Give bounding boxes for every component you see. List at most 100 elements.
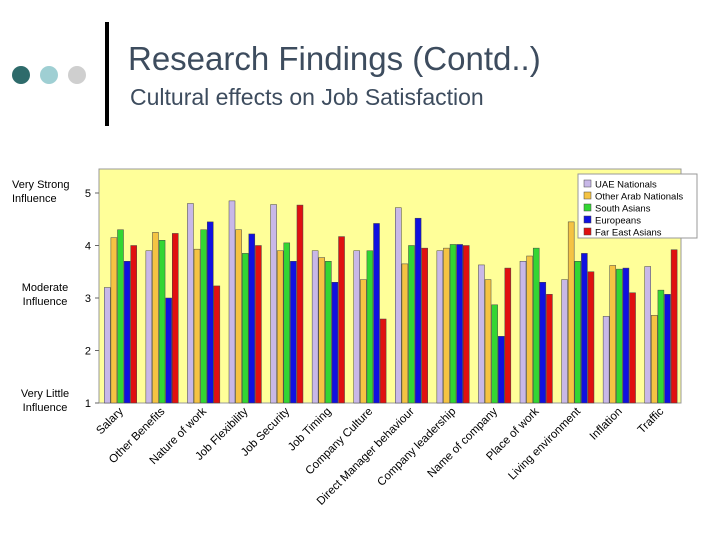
bar	[561, 279, 568, 404]
label-moderate-line1: Moderate	[21, 282, 69, 294]
bar	[379, 318, 387, 404]
bar	[200, 229, 207, 404]
bar	[436, 250, 444, 404]
dot-grey	[68, 66, 86, 84]
bar	[158, 240, 166, 404]
bar	[664, 294, 671, 404]
y-tick-label: 4	[85, 241, 91, 253]
bar	[670, 249, 678, 404]
bar	[651, 315, 658, 404]
bar	[165, 297, 172, 404]
dot-light-teal	[40, 66, 58, 84]
bar	[408, 245, 415, 404]
legend-swatch	[583, 191, 592, 200]
bar	[539, 282, 547, 404]
bar	[401, 263, 409, 404]
bar	[123, 261, 131, 404]
bar	[414, 217, 422, 404]
bar	[130, 245, 137, 404]
label-very-strong-line1: Very Strong	[12, 179, 70, 191]
legend-swatch	[583, 179, 592, 188]
bar	[360, 279, 367, 404]
bar	[331, 282, 339, 404]
bar	[657, 289, 665, 404]
bar	[456, 244, 463, 404]
bar	[276, 250, 284, 404]
bar	[283, 242, 291, 404]
bar	[622, 267, 630, 404]
bar	[484, 279, 492, 404]
bar	[255, 245, 262, 404]
bar	[193, 248, 201, 404]
label-very-strong-line2: Influence	[12, 193, 57, 205]
bar	[373, 223, 380, 404]
legend-label: Far East Asians	[595, 228, 662, 239]
bar	[629, 292, 636, 404]
bar	[353, 250, 360, 404]
bar	[567, 221, 575, 404]
bar	[248, 233, 256, 404]
slide-title: Research Findings (Contd..)	[128, 40, 541, 77]
y-tick-label: 1	[85, 398, 91, 410]
bar	[145, 250, 153, 404]
x-tick-label: Company leadership	[375, 406, 458, 489]
legend-label: Other Arab Nationals	[595, 192, 683, 203]
legend-label: South Asians	[595, 204, 651, 215]
bar	[296, 204, 304, 404]
bar	[449, 244, 457, 404]
label-very-little-influence: Very Little Influence	[14, 387, 76, 415]
dot-dark-teal	[12, 66, 30, 84]
bar	[546, 294, 553, 404]
bar	[235, 229, 242, 404]
bar	[463, 245, 470, 404]
label-very-little-line2: Influence	[22, 402, 68, 414]
x-tick-label: Traffic	[636, 405, 667, 436]
bar	[602, 316, 610, 404]
bar	[325, 261, 332, 404]
legend-swatch	[583, 215, 592, 224]
y-tick-label: 5	[85, 188, 91, 200]
bar	[311, 250, 319, 404]
legend-swatch	[583, 203, 592, 212]
bar	[491, 304, 498, 404]
bar	[152, 232, 159, 404]
bar	[587, 271, 595, 404]
title-divider	[105, 22, 109, 126]
x-tick-label: Living environment	[506, 405, 583, 482]
decorative-dots	[12, 66, 94, 84]
label-moderate-line2: Influence	[22, 296, 68, 308]
bar	[241, 253, 249, 404]
bar	[497, 336, 505, 404]
bar	[117, 229, 124, 404]
bar	[213, 285, 221, 404]
bar	[616, 268, 623, 404]
bar	[395, 207, 402, 404]
legend-swatch	[583, 227, 592, 236]
bar	[270, 204, 277, 404]
bar	[478, 264, 485, 404]
bar	[526, 255, 533, 404]
label-very-strong-influence: Very Strong Influence	[12, 178, 82, 206]
label-very-little-line1: Very Little	[20, 388, 70, 400]
bar	[290, 261, 297, 404]
bar	[519, 261, 527, 404]
bar	[187, 203, 194, 404]
legend-label: Europeans	[595, 216, 641, 227]
bar	[609, 265, 616, 404]
x-tick-label: Name of company	[426, 405, 501, 480]
bar	[504, 267, 512, 404]
bar	[366, 250, 374, 404]
bar	[318, 257, 325, 404]
y-tick-label: 3	[85, 293, 91, 305]
bar	[206, 221, 214, 404]
bar	[644, 266, 651, 404]
bar	[110, 237, 118, 404]
y-tick-label: 2	[85, 346, 91, 358]
bar	[581, 253, 588, 404]
label-moderate-influence: Moderate Influence	[14, 281, 76, 309]
bar	[574, 261, 582, 404]
slide-subtitle: Cultural effects on Job Satisfaction	[130, 84, 484, 110]
bar	[338, 236, 345, 404]
legend-box	[577, 173, 698, 239]
